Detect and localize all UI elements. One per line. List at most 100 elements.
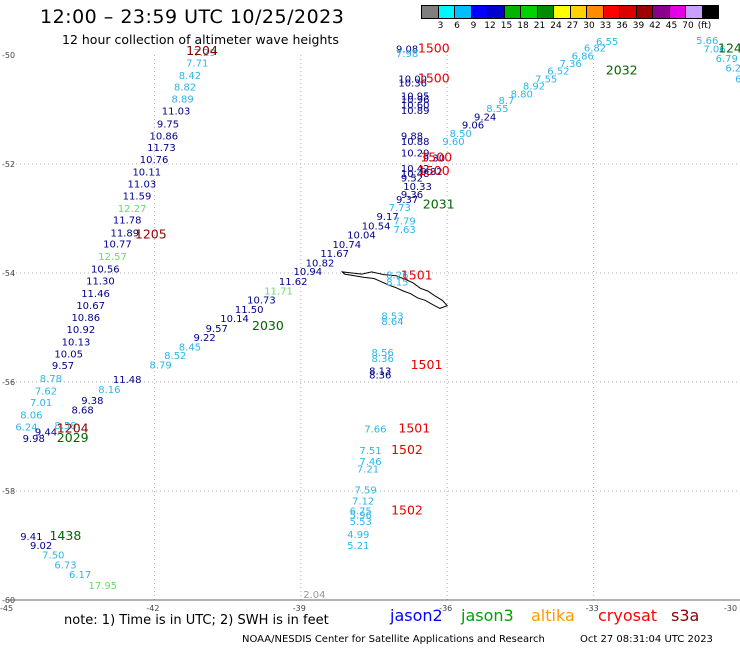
swh-value-label: 10.60 [401,100,430,111]
color-scale-label: (ft) [697,21,712,31]
satellite-legend-item: cryosat [598,606,658,625]
swh-value-label: 9.30 [423,153,445,164]
swh-value-label: 10.76 [140,155,169,166]
swh-value-label: 7.73 [389,203,411,214]
color-scale-bar [421,5,719,19]
page-title: 12:00 – 23:59 UTC 10/25/2023 [40,6,345,28]
swh-value-label: 10.42 [401,164,430,175]
swh-value-label: 10.95 [401,92,430,103]
swh-value-label: 7.01 [30,398,52,409]
time-label: 1205 [135,227,167,242]
swh-value-label: 8.82 [174,82,196,93]
swh-value-label: 7.62 [35,387,57,398]
page-subtitle: 12 hour collection of altimeter wave hei… [62,32,339,47]
footnote: note: 1) Time is in UTC; 2) SWH is in fe… [64,613,329,628]
swh-value-label: 8.89 [171,94,193,105]
swh-value-label: 9.17 [376,212,398,223]
time-label: 1502 [391,502,423,517]
color-scale-label: 21 [533,21,546,31]
swh-value-label: 11.03 [128,179,157,190]
color-scale-label: 3 [437,21,444,31]
swh-value-label: 11.67 [320,249,349,260]
swh-value-label: 6.65 [735,74,740,85]
longitude-tick-label: -45 [0,604,13,613]
swh-value-label: 6.86 [572,51,594,62]
latitude-tick-label: -60 [2,596,15,605]
swh-value-label: 8.55 [486,104,508,115]
swh-value-label: 10.74 [333,240,362,251]
swh-value-label: 8.50 [450,129,472,140]
swh-value-label: 10.89 [401,106,430,117]
color-scale-label: 6 [454,21,460,31]
swh-value-label: 7.51 [359,446,381,457]
longitude-tick-label: -42 [146,604,159,613]
swh-value-label: 8.42 [179,71,201,82]
swh-value-label: 9.52 [401,173,423,184]
swh-value-label: 10.94 [293,267,322,278]
swh-value-label: 7.29 [193,48,215,59]
color-scale-label: 15 [500,21,513,31]
swh-value-label: 11.89 [110,228,139,239]
swh-value-label: 8.36 [372,354,394,365]
swh-value-label: 8.80 [511,90,533,101]
swh-value-label: 10.88 [401,137,430,148]
longitude-tick-label: -33 [586,604,599,613]
swh-value-label: 8.13 [369,366,391,377]
swh-value-label: 10.96 [401,95,430,106]
swh-value-label: 8.92 [523,81,545,92]
time-label: 1438 [49,528,81,543]
color-scale-label: 18 [517,21,529,31]
swh-value-label: 10.33 [403,182,432,193]
color-scale-label: 24 [550,21,562,31]
island-outline [340,271,449,309]
swh-value-label: 10.86 [150,131,179,142]
credit-text: NOAA/NESDIS Center for Satellite Applica… [242,634,545,645]
time-label: 1204 [57,421,89,436]
swh-value-label: 6.73 [54,560,76,571]
latitude-tick-label: -54 [2,269,15,278]
swh-value-label: 10.11 [132,167,161,178]
swh-value-label: 11.30 [86,276,115,287]
swh-value-label: 7.79 [394,216,416,227]
longitude-tick-label: -36 [439,604,452,613]
swh-value-label: 6.24 [15,423,37,434]
generated-timestamp: Oct 27 08:31:04 UTC 2023 [580,634,713,645]
swh-value-label: 9.36 [401,190,423,201]
swh-value-label: 7.98 [396,49,418,60]
swh-value-label: 10.14 [220,314,249,325]
swh-value-label: 9.22 [193,333,215,344]
swh-value-label: 10.92 [67,325,96,336]
swh-value-label: 9.75 [157,119,179,130]
swh-value-label: 6.82 [584,44,606,55]
latitude-tick-label: -52 [2,160,15,169]
swh-value-label: 8.26 [386,270,408,281]
swh-value-label: 7.06 [703,44,725,55]
swh-value-label: 5.21 [347,541,369,552]
color-scale-label: 70 [682,21,694,31]
swh-value-label: 10.82 [306,258,335,269]
time-label: 2030 [252,318,284,333]
swh-value-label: 11.59 [123,191,152,202]
color-scale-label: 42 [649,21,661,31]
satellite-legend-item: jason3 [461,606,514,625]
swh-value-label: 7.12 [352,497,374,508]
swh-value-label: 10.56 [91,264,120,275]
swh-value-label: 9.38 [81,396,103,407]
swh-value-label: 10.36 [398,79,427,90]
swh-value-label: 9.98 [23,434,45,445]
longitude-tick-label: -39 [293,604,306,613]
swh-value-label: 8.45 [179,342,201,353]
latitude-tick-label: -58 [2,487,15,496]
color-swatch [701,5,719,19]
swh-value-label: 10.86 [71,313,100,324]
color-scale-label: 39 [632,21,645,31]
swh-value-label: 7.71 [186,58,208,69]
swh-value-label: 8.36 [369,371,391,382]
swh-value-label: 8.15 [386,278,408,289]
swh-value-label: 2.04 [303,590,325,601]
swh-value-label: 7.36 [559,59,581,70]
time-label: 1501 [398,421,430,436]
latitude-tick-label: -50 [2,51,15,60]
time-label: 2031 [423,197,455,212]
